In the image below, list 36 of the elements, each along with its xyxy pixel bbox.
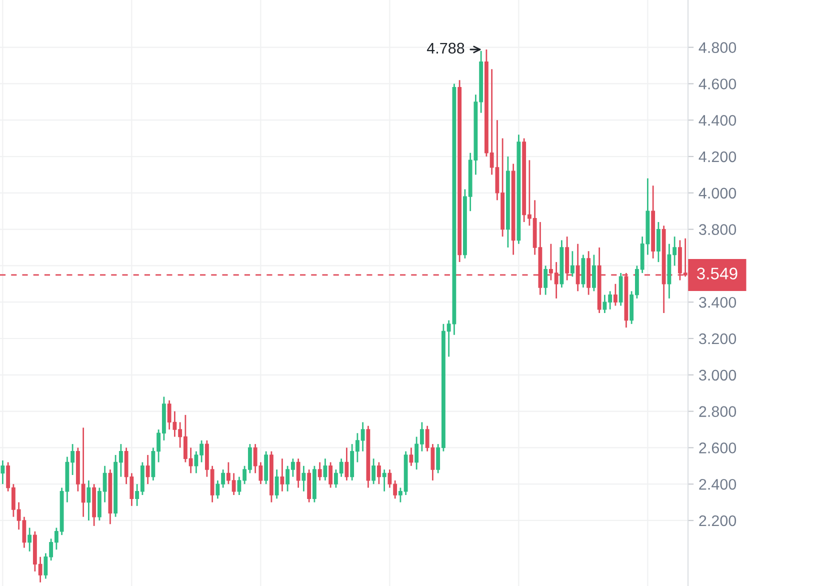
y-tick-label: 3.200 xyxy=(699,333,736,344)
ref-line-label: 3.549 xyxy=(696,268,738,280)
y-tick-label: 4.000 xyxy=(698,188,736,199)
annotation: 4.788 xyxy=(426,42,464,54)
candlestick xyxy=(296,458,300,488)
candlestick xyxy=(274,468,279,500)
y-tick-label: 4.600 xyxy=(698,78,736,90)
candlestick xyxy=(28,527,32,552)
y-tick-label: 4.400 xyxy=(698,114,736,126)
candlestick xyxy=(344,446,349,482)
candlestick xyxy=(302,465,306,492)
candlestick xyxy=(409,446,414,467)
y-tick-label: 2.600 xyxy=(699,442,736,454)
candlestick xyxy=(318,462,322,482)
candlestick xyxy=(86,480,91,522)
candlestick xyxy=(570,250,574,278)
y-tick-label: 4.200 xyxy=(698,151,736,162)
candlestick xyxy=(656,221,660,263)
y-tick-label: 2.800 xyxy=(699,406,736,417)
candlestick xyxy=(0,460,5,485)
y-tick-label: 3.800 xyxy=(699,224,736,235)
candlestick xyxy=(323,458,328,482)
y-tick-label: 2.400 xyxy=(699,478,736,490)
candlestick xyxy=(146,454,150,485)
candlestick xyxy=(544,265,548,296)
y-tick-label: 2.200 xyxy=(699,515,736,526)
candlestick xyxy=(382,468,386,492)
y-tick-label: 4.800 xyxy=(698,42,736,54)
candlestick xyxy=(328,462,333,488)
candlestick xyxy=(613,283,618,306)
candlestick xyxy=(592,254,596,292)
y-tick-label: 3.000 xyxy=(699,370,736,381)
candlestick xyxy=(372,458,376,485)
y-tick-label: 3.400 xyxy=(699,296,736,308)
candlestick xyxy=(376,462,381,485)
candlestick xyxy=(280,458,284,492)
